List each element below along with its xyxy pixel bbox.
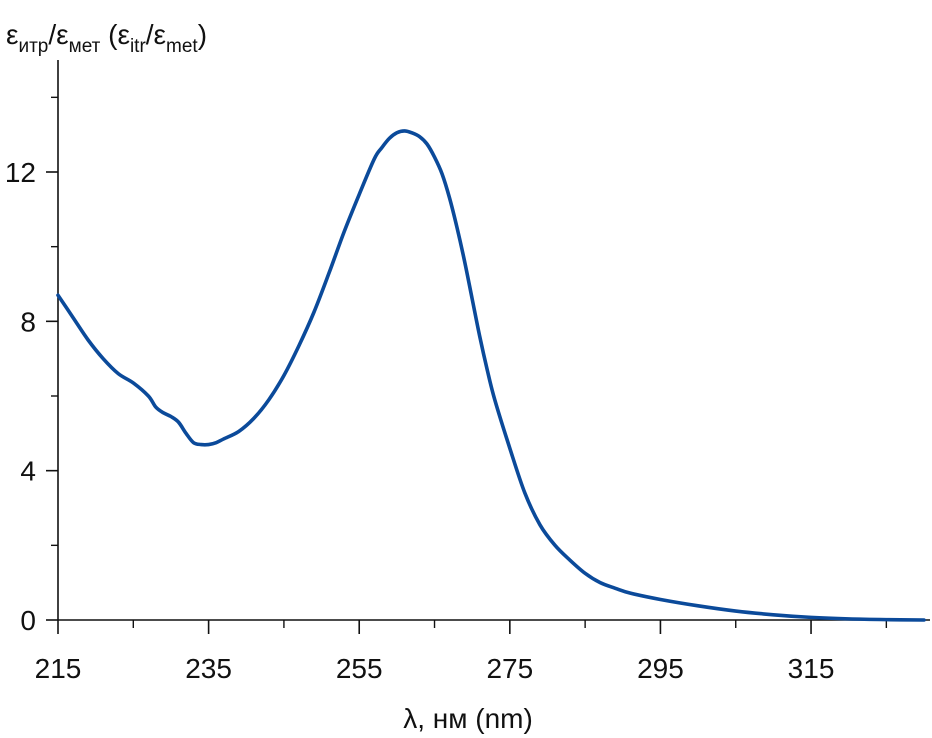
- series-line: [56, 129, 926, 622]
- x-tick-label: 235: [185, 653, 232, 684]
- tick-labels: 215 235 255 275 295 315 0 4 8 12: [5, 157, 835, 684]
- x-tick-label: 315: [788, 653, 835, 684]
- y-tick-label: 4: [20, 456, 36, 487]
- y-tick-label: 12: [5, 157, 36, 188]
- axes: [57, 60, 930, 621]
- y-tick-label: 8: [20, 306, 36, 337]
- y-tick-label: 0: [20, 605, 36, 636]
- ticks: [46, 96, 888, 634]
- x-tick-label: 275: [486, 653, 533, 684]
- x-tick-label: 255: [336, 653, 383, 684]
- x-tick-label: 215: [35, 653, 82, 684]
- y-axis-title: εитр/εмет (εitr/εmet): [6, 19, 207, 57]
- series-layer: [56, 129, 926, 622]
- x-tick-label: 295: [637, 653, 684, 684]
- x-axis-title: λ, нм (nm): [403, 703, 533, 734]
